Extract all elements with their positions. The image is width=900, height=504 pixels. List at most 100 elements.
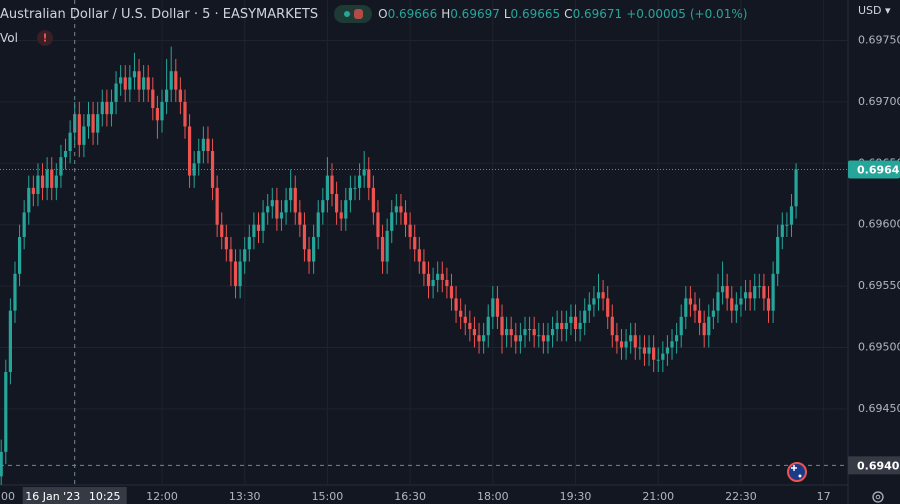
candle-body xyxy=(739,298,743,305)
candle-body xyxy=(762,286,766,299)
candle-body xyxy=(233,261,238,287)
candle-body xyxy=(550,329,555,336)
candle-body xyxy=(339,212,343,219)
candle-body xyxy=(357,175,362,188)
candle-body xyxy=(31,187,35,194)
candle-body xyxy=(13,273,17,311)
ohlc-key: C xyxy=(564,7,573,21)
candle-body xyxy=(40,175,45,188)
candle-body xyxy=(472,329,477,336)
currency-label: USD xyxy=(858,4,882,17)
candle-body xyxy=(91,114,95,133)
candle-body xyxy=(757,286,761,288)
candle-body xyxy=(261,212,265,231)
candle-body xyxy=(146,77,150,90)
change: +0.00005 xyxy=(626,7,686,21)
candle-body xyxy=(8,310,12,373)
candles xyxy=(0,46,798,485)
candle-body xyxy=(275,200,279,219)
candle-body xyxy=(325,175,330,201)
y-tick-label: 0.69500 xyxy=(858,340,900,353)
candle-body xyxy=(707,316,711,336)
candle-body xyxy=(656,359,660,361)
candle-body xyxy=(697,310,702,323)
candle-body xyxy=(629,335,633,342)
warning-icon[interactable]: ! xyxy=(36,29,54,47)
x-tick-label: 21:00 xyxy=(642,490,674,503)
candle-body xyxy=(247,236,251,250)
volume-label[interactable]: Vol xyxy=(0,31,18,45)
ohlc-value: 0.69671 xyxy=(572,7,623,21)
candle-body xyxy=(730,298,734,311)
candle-body xyxy=(50,169,54,188)
candle-body xyxy=(702,322,706,336)
candle-body xyxy=(688,298,693,305)
candle-body xyxy=(206,138,210,152)
candle-body xyxy=(633,335,637,348)
candle-body xyxy=(436,273,440,280)
candle-body xyxy=(463,316,467,323)
candle-body xyxy=(302,224,307,250)
candle-body xyxy=(403,212,408,225)
y-tick-label: 0.69550 xyxy=(858,279,900,292)
candle-body xyxy=(252,224,256,237)
candle-body xyxy=(54,175,58,188)
candle-body xyxy=(638,347,642,349)
candle-body xyxy=(596,292,601,299)
candle-body xyxy=(500,316,504,336)
candle-body xyxy=(523,329,527,336)
candle-body xyxy=(468,322,472,330)
candle-body xyxy=(606,298,610,317)
candle-body xyxy=(459,310,463,317)
svg-text:!: ! xyxy=(42,32,47,45)
candle-body xyxy=(642,347,647,354)
candle-body xyxy=(348,187,352,201)
candle-body xyxy=(22,212,26,237)
candle-body xyxy=(394,206,398,213)
candle-body xyxy=(183,101,187,127)
ohlc-value: 0.69666 xyxy=(387,7,438,21)
candle-body xyxy=(114,83,118,102)
candle-body xyxy=(661,353,665,360)
candle-body xyxy=(362,169,366,176)
candle-body xyxy=(86,114,91,127)
symbol-title[interactable]: Australian Dollar / U.S. Dollar · 5 · EA… xyxy=(0,6,319,22)
candle-body xyxy=(155,108,160,121)
candle-body xyxy=(753,286,757,299)
candle-body xyxy=(454,298,458,311)
candle-body xyxy=(679,316,683,336)
candle-body xyxy=(142,77,146,90)
candle-body xyxy=(128,77,132,90)
candle-body xyxy=(312,236,316,262)
candle-body xyxy=(486,316,490,336)
settings-icon[interactable] xyxy=(872,491,884,503)
candle-body xyxy=(780,224,784,237)
candle-body xyxy=(4,372,8,452)
candle-body xyxy=(335,194,339,213)
y-tick-label: 0.69750 xyxy=(858,34,900,47)
ohlc-key: H xyxy=(441,7,451,21)
candle-body xyxy=(647,347,651,354)
currency-selector[interactable]: USD ▾ xyxy=(858,4,891,17)
candle-body xyxy=(376,212,380,237)
candle-body xyxy=(192,163,196,176)
candle-body xyxy=(293,187,297,213)
candle-body xyxy=(289,187,293,201)
candle-body xyxy=(210,151,215,188)
candle-body xyxy=(573,316,578,330)
candle-body xyxy=(371,187,375,213)
candle-body xyxy=(238,261,242,287)
candle-body xyxy=(307,249,311,262)
candle-body xyxy=(541,335,545,342)
visibility-toggle[interactable] xyxy=(334,5,373,23)
candle-body xyxy=(527,329,532,331)
candle-body xyxy=(624,341,628,348)
y-tick-label: 0.69600 xyxy=(858,218,900,231)
candle-body xyxy=(693,304,697,311)
candle-body xyxy=(578,322,582,330)
legend-header: Australian Dollar / U.S. Dollar · 5 · EA… xyxy=(0,4,751,24)
candle-body xyxy=(569,316,573,323)
